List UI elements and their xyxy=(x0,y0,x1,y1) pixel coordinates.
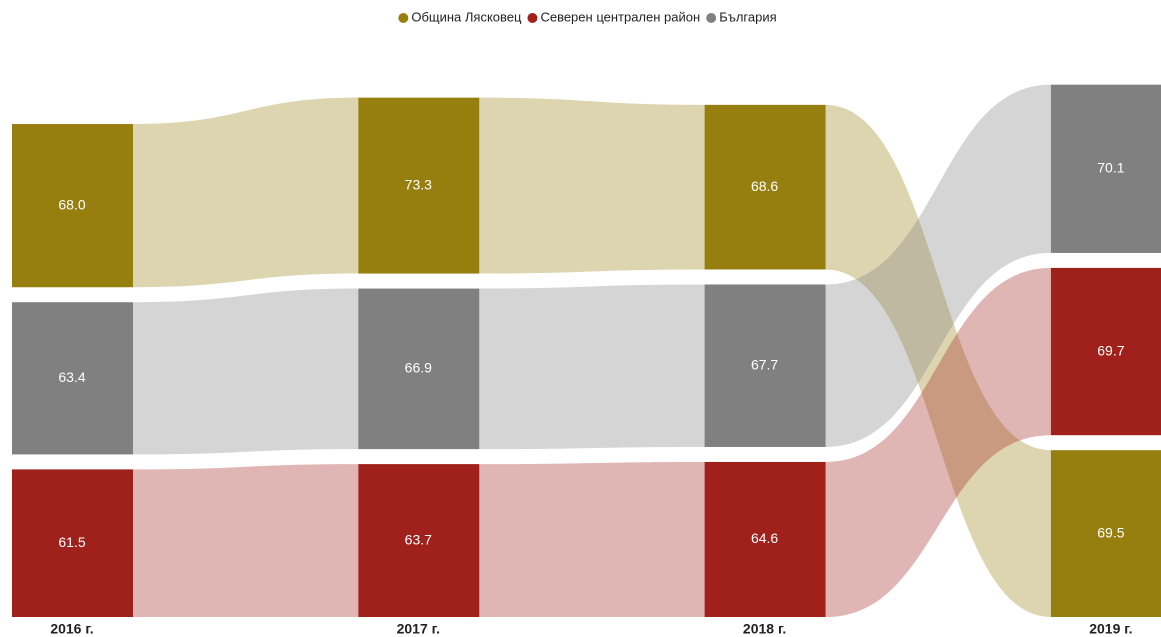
ribbon xyxy=(133,464,359,617)
bar xyxy=(12,124,133,288)
ribbon xyxy=(133,97,359,288)
legend: Община Лясковец Северен централен район Бъ… xyxy=(398,9,777,24)
value-label: 68.6 xyxy=(751,178,778,194)
x-tick-label: 2016 г. xyxy=(50,621,93,637)
bar xyxy=(704,104,826,270)
legend-label: България xyxy=(719,9,776,24)
bar xyxy=(12,469,133,617)
value-label: 64.6 xyxy=(751,530,778,546)
legend-label: Северен централен район xyxy=(540,9,700,24)
ribbon xyxy=(825,267,1051,617)
bar xyxy=(1050,84,1161,253)
legend-marker xyxy=(527,13,538,23)
value-label: 70.1 xyxy=(1097,160,1124,176)
ribbon xyxy=(479,284,705,450)
bar xyxy=(704,461,826,617)
bar xyxy=(12,302,133,455)
ribbons xyxy=(133,84,1051,618)
value-label: 68.0 xyxy=(58,196,85,212)
bar xyxy=(358,288,480,450)
value-label: 69.7 xyxy=(1097,342,1124,358)
x-tick-label: 2017 г. xyxy=(397,621,440,637)
ribbon xyxy=(825,84,1051,447)
bar xyxy=(1050,267,1161,436)
value-label: 61.5 xyxy=(58,534,85,550)
x-tick-label: 2019 г. xyxy=(1089,621,1132,637)
ribbon xyxy=(479,461,705,617)
bar xyxy=(1050,450,1161,617)
value-label: 67.7 xyxy=(751,356,778,372)
bars: 68.0 73.3 68.6 69.5 61.5 63.7 64.6 69.7 63.4 66.9… xyxy=(12,84,1161,617)
x-tick-label: 2018 г. xyxy=(743,621,786,637)
bar xyxy=(358,97,480,274)
legend-marker xyxy=(398,13,409,23)
bar xyxy=(358,464,480,617)
value-label: 63.7 xyxy=(405,531,432,547)
ribbon xyxy=(479,97,705,274)
ribbon xyxy=(825,104,1051,618)
value-label: 63.4 xyxy=(58,369,85,385)
legend-marker xyxy=(706,13,717,23)
value-label: 69.5 xyxy=(1097,524,1124,540)
bar xyxy=(704,284,826,447)
legend-label: Община Лясковец xyxy=(411,9,522,24)
value-label: 66.9 xyxy=(405,360,432,376)
value-label: 73.3 xyxy=(405,176,432,192)
ribbon xyxy=(133,288,359,455)
